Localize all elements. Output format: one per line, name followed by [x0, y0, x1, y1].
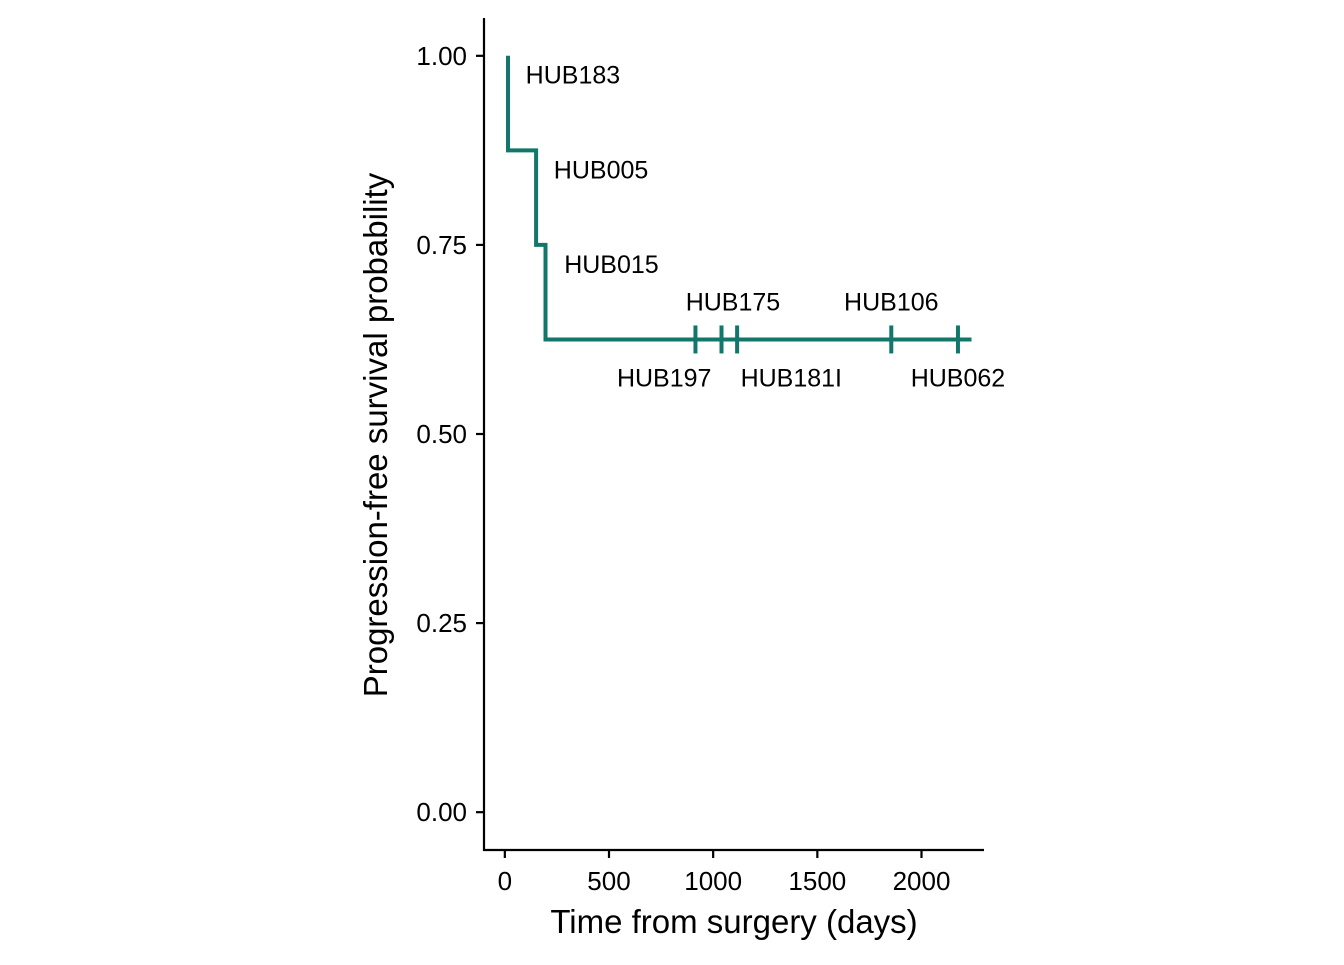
survival-curve-line — [506, 55, 972, 342]
y-tick-label: 0.00 — [416, 797, 467, 827]
y-tick-label: 0.50 — [416, 419, 467, 449]
sample-label: HUB197 — [617, 364, 712, 392]
tick-group: 0 500 1000 1500 2000 0.00 0.25 0.50 0.75 1.00 — [416, 41, 950, 896]
axes — [482, 18, 984, 852]
y-tick-label: 0.25 — [416, 608, 467, 638]
sample-label: HUB015 — [564, 251, 659, 279]
x-tick-label: 0 — [498, 866, 512, 896]
sample-label: HUB175 — [686, 289, 781, 317]
x-axis-title: Time from surgery (days) — [550, 903, 917, 940]
sample-label: HUB183 — [526, 62, 621, 90]
x-tick-label: 1000 — [684, 866, 742, 896]
point-labels-group: HUB183 HUB005 HUB015 HUB175 HUB106 HUB197 HUB1… — [526, 62, 1006, 393]
y-axis-title: Progression-free survival probability — [357, 172, 394, 697]
survival-curve-group — [506, 55, 972, 342]
y-tick-label: 1.00 — [416, 41, 467, 71]
x-tick-label: 2000 — [893, 866, 951, 896]
sample-label: HUB181I — [741, 364, 842, 392]
sample-label: HUB005 — [554, 156, 649, 184]
x-tick-label: 1500 — [788, 866, 846, 896]
x-tick-label: 500 — [587, 866, 630, 896]
sample-label: HUB062 — [911, 364, 1006, 392]
sample-label: HUB106 — [844, 289, 939, 317]
y-tick-label: 0.75 — [416, 230, 467, 260]
censor-marks-group — [693, 325, 960, 354]
